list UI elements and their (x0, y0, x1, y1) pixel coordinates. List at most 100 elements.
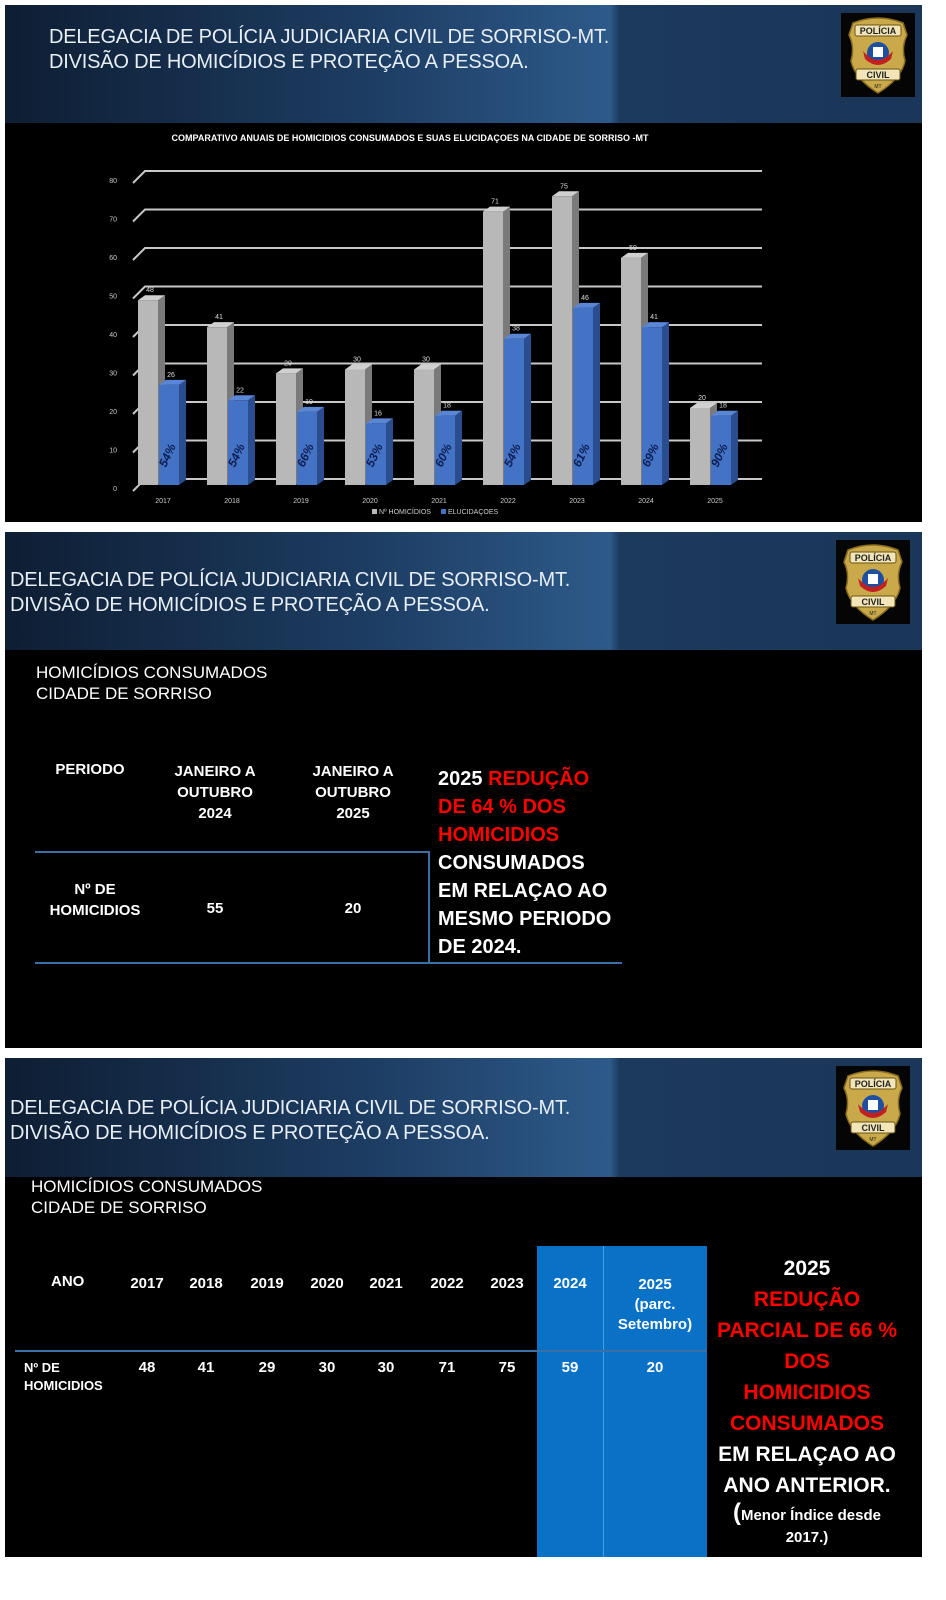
x-tick-label: 2022 (500, 498, 516, 505)
legend-swatch-homicidios (372, 509, 377, 514)
x-tick-label: 2024 (638, 498, 654, 505)
data-label: 16 (374, 410, 382, 417)
y-tick-label: 50 (109, 294, 117, 301)
col-header-2024-line: OUTUBRO (177, 784, 253, 801)
data-label: 30 (422, 357, 430, 364)
x-tick-label: 2017 (155, 498, 171, 505)
bar-top (297, 406, 324, 412)
highlight-2024 (537, 1246, 603, 1557)
y-tick-label: 0 (113, 486, 117, 493)
police-badge-logo: POLÍCIA CIVIL MT (841, 13, 915, 97)
col-header-year: 2019 (250, 1275, 284, 1292)
note-paren: ( (732, 1499, 741, 1526)
bar-top (711, 410, 738, 416)
data-label: 46 (581, 295, 589, 302)
note-red: REDUÇÃO (753, 1288, 861, 1311)
col-header-year: 2020 (310, 1275, 344, 1292)
chart-title: COMPARATIVO ANUAIS DE HOMICIDIOS CONSUMA… (171, 133, 649, 143)
y-tick-label: 30 (109, 371, 117, 378)
note-line: ANO ANTERIOR. (723, 1474, 891, 1497)
svg-text:CIVIL: CIVIL (861, 597, 885, 607)
col-header-2025: 2025 (parc. Setembro) (603, 1275, 707, 1335)
value-2024: 55 (206, 900, 224, 917)
data-label: 30 (353, 357, 361, 364)
yearly-table-slide: DELEGACIA DE POLÍCIA JUDICIARIA CIVIL DE… (5, 1058, 922, 1557)
bar-side (317, 406, 324, 485)
bar-homicidios (138, 300, 158, 485)
divider (15, 1350, 707, 1352)
col-header-year: 2023 (490, 1275, 524, 1292)
col-header-periodo: PERIODO (55, 761, 125, 778)
note-small: 2017.) (785, 1529, 829, 1546)
bar-top (159, 379, 186, 385)
police-badge-logo: POLÍCIA CIVIL MT (836, 540, 910, 624)
value-cell: 48 (138, 1359, 156, 1376)
y-tick-label: 40 (109, 332, 117, 339)
y-tick-label: 20 (109, 409, 117, 416)
bar-top (207, 322, 234, 328)
note-red: HOMICIDIOS (438, 824, 560, 846)
y-tick-label: 60 (109, 255, 117, 262)
svg-text:POLÍCIA: POLÍCIA (855, 553, 892, 563)
chart-slide: DELEGACIA DE POLÍCIA JUDICIARIA CIVIL DE… (5, 5, 922, 522)
svg-text:CIVIL: CIVIL (861, 1123, 885, 1133)
note-line: CONSUMADOS (438, 852, 585, 874)
note-red: REDUÇÃO (488, 768, 590, 790)
bar-top (138, 295, 165, 301)
bar-elucidacoes (642, 327, 662, 485)
bar-homicidios (345, 369, 365, 485)
bar-side (455, 410, 462, 485)
bar-side (731, 410, 738, 485)
note-line: EM RELAÇAO AO (438, 880, 608, 902)
note-line: EM RELAÇAO AO (718, 1443, 896, 1466)
bar-elucidacoes (297, 411, 317, 485)
bar-side (386, 418, 393, 485)
bar-elucidacoes (504, 338, 524, 485)
svg-text:MT: MT (869, 611, 876, 617)
bar-top (483, 206, 510, 212)
y-tick-label: 80 (109, 178, 117, 185)
x-tick-label: 2019 (293, 498, 309, 505)
svg-text:CIVIL: CIVIL (866, 70, 890, 80)
svg-text:POLÍCIA: POLÍCIA (855, 1079, 892, 1089)
col-header-year: 2018 (189, 1275, 223, 1292)
col-header-line: Setembro) (617, 1316, 693, 1333)
divider (428, 851, 430, 964)
bar-homicidios (552, 196, 572, 485)
data-label: 29 (284, 360, 292, 367)
note-red: DOS (784, 1350, 830, 1373)
note-year: 2025 (783, 1257, 831, 1280)
value-cell: 20 (646, 1359, 664, 1376)
col-header-2024-line: JANEIRO A (174, 763, 256, 780)
data-label: 41 (650, 314, 658, 321)
bar-top (552, 191, 579, 197)
col-header-ano: ANO (51, 1273, 85, 1290)
value-cell: 59 (561, 1359, 579, 1376)
section-title-2: CIDADE DE SORRISO (36, 684, 212, 703)
col-header-2025-line: JANEIRO A (312, 763, 394, 780)
bar-top (366, 418, 393, 424)
data-label: 48 (146, 287, 154, 294)
bar-elucidacoes (711, 415, 731, 485)
bar-elucidacoes (366, 423, 386, 485)
section-title-2: CIDADE DE SORRISO (31, 1198, 207, 1217)
bar-elucidacoes (573, 307, 593, 485)
bar-side (662, 322, 669, 485)
bar-top (573, 302, 600, 308)
data-label: 26 (167, 372, 175, 379)
bar-top (414, 364, 441, 370)
row-label: Nº DE HOMICIDIOS (40, 879, 150, 921)
bar-side (179, 379, 186, 485)
gridline (132, 247, 762, 261)
note-red: CONSUMADOS (729, 1412, 884, 1435)
col-header-year: 2017 (130, 1275, 164, 1292)
value-cell: 30 (318, 1359, 336, 1376)
bar-top (504, 333, 531, 339)
gridline (132, 170, 762, 184)
data-label: 41 (215, 314, 223, 321)
col-header-year: 2022 (430, 1275, 464, 1292)
col-header-year: 2024 (553, 1275, 587, 1292)
col-header-2024-line: 2024 (198, 805, 232, 822)
section-title-1: HOMICÍDIOS CONSUMADOS (31, 1177, 263, 1196)
svg-text:MT: MT (874, 84, 881, 90)
